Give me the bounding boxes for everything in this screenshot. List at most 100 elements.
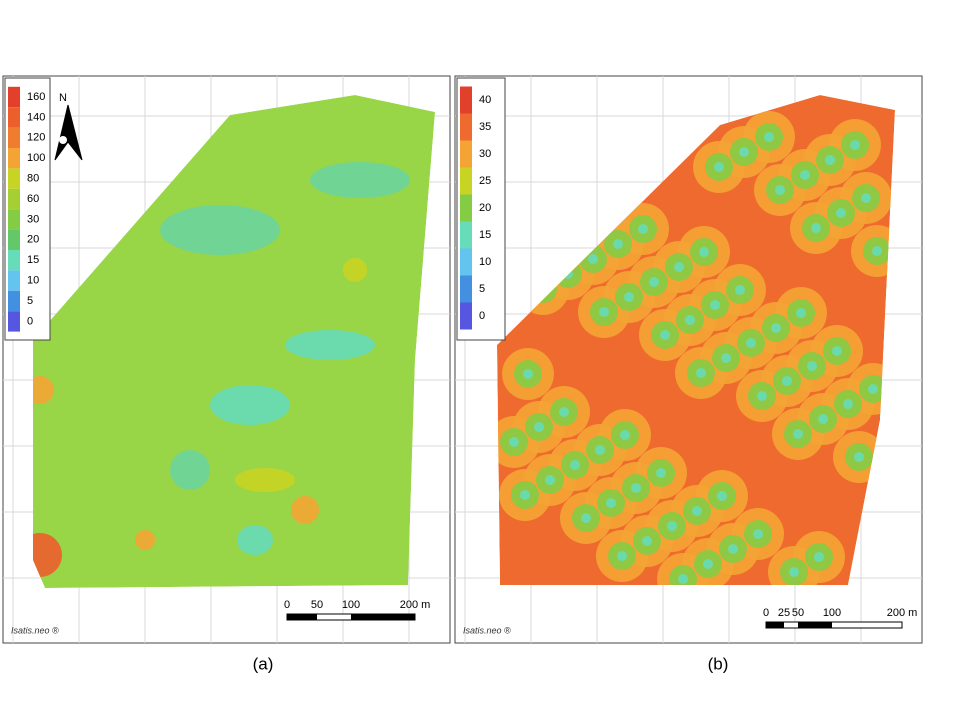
- scale-label: 0: [763, 607, 769, 619]
- map-zone: [642, 536, 652, 546]
- legend-label: 100: [27, 152, 45, 164]
- map-zone: [717, 491, 727, 501]
- map-area: [33, 95, 435, 588]
- legend-label: 140: [27, 111, 45, 123]
- north-dot: [59, 136, 67, 144]
- map-zone: [135, 530, 155, 550]
- map-zone: [210, 385, 290, 425]
- map-zone: [710, 300, 720, 310]
- map-zone: [310, 162, 410, 198]
- caption: (b): [708, 654, 729, 673]
- map-zone: [599, 307, 609, 317]
- map-zone: [674, 262, 684, 272]
- map-zone: [800, 170, 810, 180]
- map-zone: [793, 429, 803, 439]
- legend-label: 10: [27, 275, 39, 287]
- map-zone: [699, 247, 709, 257]
- legend-swatch: [460, 275, 472, 303]
- map-zone: [588, 254, 598, 264]
- map-zone: [811, 223, 821, 233]
- map-zone: [509, 437, 519, 447]
- legend-swatch: [8, 168, 20, 189]
- map-zone: [620, 430, 630, 440]
- map-zone: [782, 376, 792, 386]
- map-zone: [757, 391, 767, 401]
- scale-label: 0: [284, 599, 290, 611]
- map-zone: [825, 155, 835, 165]
- legend-label: 5: [27, 295, 33, 307]
- map-zone: [854, 452, 864, 462]
- legend-swatch: [8, 148, 20, 169]
- map-zone: [613, 239, 623, 249]
- map-zone: [814, 552, 824, 562]
- legend-swatch: [8, 270, 20, 291]
- map-zone: [764, 132, 774, 142]
- north-arrow: [54, 104, 83, 161]
- map-zone: [235, 468, 295, 492]
- map-zone: [796, 308, 806, 318]
- map-zone: [807, 361, 817, 371]
- legend-swatch: [8, 107, 20, 128]
- map-zone: [660, 330, 670, 340]
- legend-label: 0: [27, 315, 33, 327]
- legend-label: 20: [479, 202, 491, 214]
- legend-label: 35: [479, 121, 491, 133]
- map-zone: [520, 490, 530, 500]
- legend-swatch: [460, 194, 472, 222]
- caption: (a): [253, 654, 274, 673]
- map-zone: [872, 246, 882, 256]
- map-zone: [696, 368, 706, 378]
- map-zone: [721, 353, 731, 363]
- legend-swatch: [460, 140, 472, 168]
- map-zone: [237, 525, 273, 555]
- map-zone: [285, 330, 375, 360]
- map-zone: [746, 338, 756, 348]
- map-zone: [343, 258, 367, 282]
- map-zone: [606, 498, 616, 508]
- legend-swatch: [460, 167, 472, 195]
- legend-label: 60: [27, 193, 39, 205]
- map-zone: [638, 224, 648, 234]
- legend-label: 5: [479, 283, 485, 295]
- map-zone: [570, 460, 580, 470]
- scale-segment: [287, 614, 317, 620]
- scale-segment: [766, 622, 784, 628]
- map-zone: [624, 292, 634, 302]
- legend-label: 25: [479, 175, 491, 187]
- map-zone: [692, 506, 702, 516]
- map-zone: [649, 277, 659, 287]
- scale-label: 50: [311, 599, 323, 611]
- map-zone: [291, 496, 319, 524]
- map-zone: [33, 533, 62, 577]
- legend-swatch: [460, 221, 472, 249]
- legend-swatch: [8, 229, 20, 250]
- legend-label: 15: [27, 254, 39, 266]
- legend-swatch: [8, 127, 20, 148]
- legend-swatch: [460, 302, 472, 330]
- map-zone: [789, 567, 799, 577]
- map-zone: [771, 323, 781, 333]
- map-zone: [685, 315, 695, 325]
- map-zone: [753, 529, 763, 539]
- legend-label: 30: [27, 213, 39, 225]
- map-zone: [868, 384, 878, 394]
- legend-label: 40: [479, 94, 491, 106]
- legend-swatch: [460, 113, 472, 141]
- watermark: Isatis.neo ®: [463, 625, 511, 635]
- legend-swatch: [8, 311, 20, 332]
- map-zone: [728, 544, 738, 554]
- map-zone: [581, 513, 591, 523]
- legend-swatch: [8, 188, 20, 210]
- legend-label: 20: [27, 234, 39, 246]
- map-zone: [523, 369, 533, 379]
- scale-label: 200 m: [887, 607, 918, 619]
- map-zone: [775, 185, 785, 195]
- map-zone: [617, 551, 627, 561]
- scale-segment: [351, 614, 415, 620]
- map-zone: [739, 147, 749, 157]
- scale-label: 25: [778, 607, 790, 619]
- legend-label: 15: [479, 229, 491, 241]
- map-zone: [33, 376, 54, 404]
